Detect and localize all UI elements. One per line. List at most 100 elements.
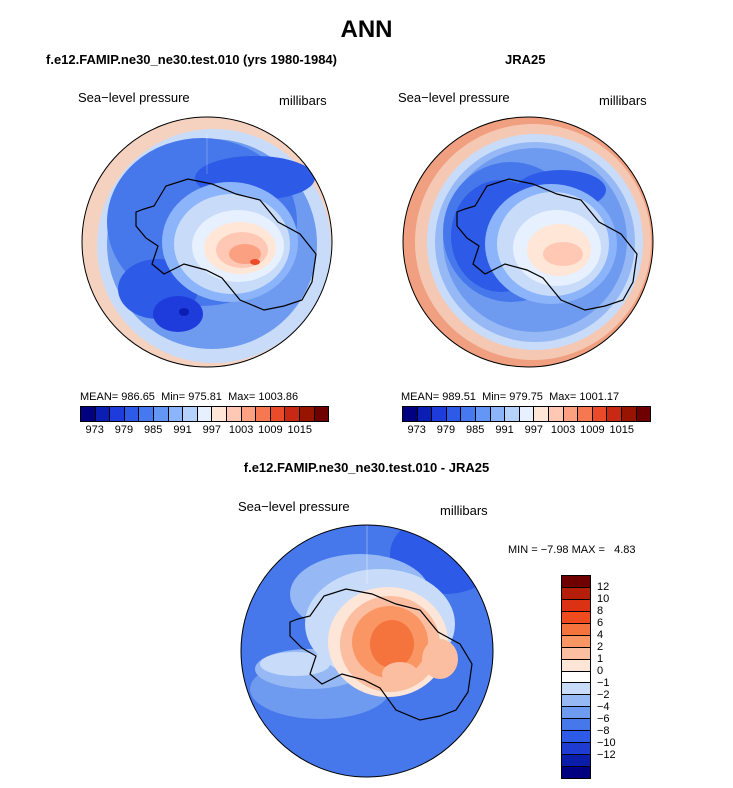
obs-colorbar-swatch xyxy=(578,407,593,421)
diff-polar-map xyxy=(240,524,494,778)
model-min: 975.81 xyxy=(188,391,222,403)
model-field-label: Sea−level pressure xyxy=(78,90,190,105)
obs-min: 979.75 xyxy=(509,391,543,403)
diff-colorbar-tick-label: 2 xyxy=(597,641,604,653)
diff-colorbar-tick-label: −2 xyxy=(597,689,610,701)
model-mean: 986.65 xyxy=(121,391,155,403)
model-colorbar-tick-label: 1015 xyxy=(287,424,312,436)
diff-colorbar-swatch xyxy=(562,695,590,708)
model-colorbar-swatch xyxy=(183,407,198,421)
obs-colorbar-swatch xyxy=(417,407,433,421)
obs-units: millibars xyxy=(599,93,647,108)
diff-colorbar-tick-label: 0 xyxy=(597,665,604,677)
model-colorbar-swatch xyxy=(299,407,315,421)
model-colorbar-swatch xyxy=(139,407,154,421)
obs-colorbar-swatch xyxy=(461,407,476,421)
diff-panel-title: f.e12.FAMIP.ne30_ne30.test.010 - JRA25 xyxy=(243,460,490,475)
model-colorbar-swatch xyxy=(226,407,242,421)
obs-colorbar-swatch xyxy=(446,407,462,421)
model-colorbar-swatch xyxy=(256,407,271,421)
model-units: millibars xyxy=(279,93,327,108)
obs-colorbar-swatches xyxy=(402,406,651,422)
model-max-label: Max= xyxy=(228,391,256,403)
obs-colorbar-tick-label: 1009 xyxy=(580,424,605,436)
diff-colorbar-swatch xyxy=(562,576,590,588)
diff-colorbar-swatch xyxy=(562,731,590,744)
diff-colorbar-tick-label: 12 xyxy=(597,581,610,593)
diff-colorbar-swatch xyxy=(562,659,590,672)
model-colorbar-swatch xyxy=(197,407,213,421)
model-colorbar-swatch xyxy=(168,407,184,421)
diff-colorbar-swatch xyxy=(562,623,590,636)
obs-colorbar-swatch xyxy=(548,407,564,421)
obs-colorbar: 973 979 985 991 997 1003 1009 1015 xyxy=(402,406,651,436)
model-colorbar-tick-label: 997 xyxy=(202,424,221,436)
obs-colorbar-swatch xyxy=(432,407,447,421)
model-colorbar-swatch xyxy=(212,407,227,421)
diff-colorbar-tick-label: −6 xyxy=(597,713,610,725)
obs-colorbar-tick-label: 985 xyxy=(466,424,485,436)
obs-colorbar-tick-label: 1015 xyxy=(609,424,634,436)
model-colorbar-tick-label: 979 xyxy=(114,424,134,436)
model-colorbar-tick-label: 973 xyxy=(85,424,104,436)
model-colorbar-swatch xyxy=(81,407,96,421)
obs-mean-label: MEAN= xyxy=(401,391,440,403)
diff-colorbar-swatch xyxy=(562,767,590,778)
diff-colorbar-tick-label: 10 xyxy=(597,593,610,605)
obs-colorbar-tick-label: 1003 xyxy=(550,424,576,436)
obs-colorbar-tick-label: 979 xyxy=(436,424,456,436)
model-colorbar: 973 979 985 991 997 1003 1009 1015 xyxy=(80,406,329,436)
model-polar-map xyxy=(81,116,333,368)
obs-colorbar-swatch xyxy=(490,407,506,421)
obs-min-label: Min= xyxy=(482,391,507,403)
obs-colorbar-swatch xyxy=(475,407,491,421)
obs-colorbar-swatch xyxy=(403,407,418,421)
diff-max: 4.83 xyxy=(614,544,636,556)
diff-colorbar-tick-label: −1 xyxy=(597,677,610,689)
model-colorbar-swatch xyxy=(110,407,125,421)
obs-colorbar-swatch xyxy=(519,407,535,421)
obs-colorbar-tick-label: 973 xyxy=(407,424,426,436)
diff-colorbar-tick-label: −10 xyxy=(597,737,616,749)
diff-colorbar-swatch xyxy=(562,707,590,720)
obs-colorbar-swatch xyxy=(621,407,637,421)
diff-colorbar-tick-label: −12 xyxy=(597,749,616,761)
model-panel-title: f.e12.FAMIP.ne30_ne30.test.010 (yrs 1980… xyxy=(46,52,337,67)
obs-field-label: Sea−level pressure xyxy=(398,90,510,105)
obs-colorbar-swatch xyxy=(563,407,579,421)
obs-max-label: Max= xyxy=(549,391,577,403)
diff-colorbar-ticks: 12 10 8 6 4 2 1 0 −1 −2 −4 −6 −8 −10 −12 xyxy=(597,575,637,779)
diff-colorbar-swatch xyxy=(562,743,590,756)
diff-colorbar-swatch xyxy=(562,755,590,767)
model-colorbar-tick-label: 1009 xyxy=(258,424,283,436)
model-mean-label: MEAN= xyxy=(80,391,119,403)
model-colorbar-ticks: 973 979 985 991 997 1003 1009 1015 xyxy=(80,422,329,436)
diff-units: millibars xyxy=(440,503,488,518)
diff-colorbar-swatch xyxy=(562,647,590,660)
diff-min-label: MIN = xyxy=(508,544,538,556)
diff-colorbar-swatch xyxy=(562,719,590,732)
model-colorbar-tick-label: 985 xyxy=(144,424,163,436)
model-colorbar-tick-label: 991 xyxy=(173,424,192,436)
diff-colorbar-tick-label: 1 xyxy=(597,653,604,665)
diff-colorbar-tick-label: 8 xyxy=(597,605,604,617)
diff-colorbar-swatch xyxy=(562,683,590,696)
diff-colorbar: 12 10 8 6 4 2 1 0 −1 −2 −4 −6 −8 −10 −12 xyxy=(561,575,616,779)
diff-colorbar-tick-label: 6 xyxy=(597,617,604,629)
obs-stats: MEAN= 989.51 Min= 979.75 Max= 1001.17 xyxy=(401,391,619,403)
diff-colorbar-swatches xyxy=(561,575,591,779)
figure-title: ANN xyxy=(340,16,393,43)
obs-colorbar-swatch xyxy=(607,407,622,421)
model-colorbar-swatch xyxy=(270,407,286,421)
model-max: 1003.86 xyxy=(258,391,299,403)
obs-colorbar-swatch xyxy=(592,407,608,421)
diff-colorbar-tick-label: 4 xyxy=(597,629,604,641)
obs-mean: 989.51 xyxy=(442,391,476,403)
obs-colorbar-swatch xyxy=(505,407,520,421)
model-colorbar-swatch xyxy=(241,407,257,421)
obs-panel-title: JRA25 xyxy=(505,52,546,67)
diff-colorbar-swatch xyxy=(562,671,590,684)
model-stats: MEAN= 986.65 Min= 975.81 Max= 1003.86 xyxy=(80,391,298,403)
diff-colorbar-swatch xyxy=(562,611,590,624)
obs-colorbar-ticks: 973 979 985 991 997 1003 1009 1015 xyxy=(402,422,651,436)
